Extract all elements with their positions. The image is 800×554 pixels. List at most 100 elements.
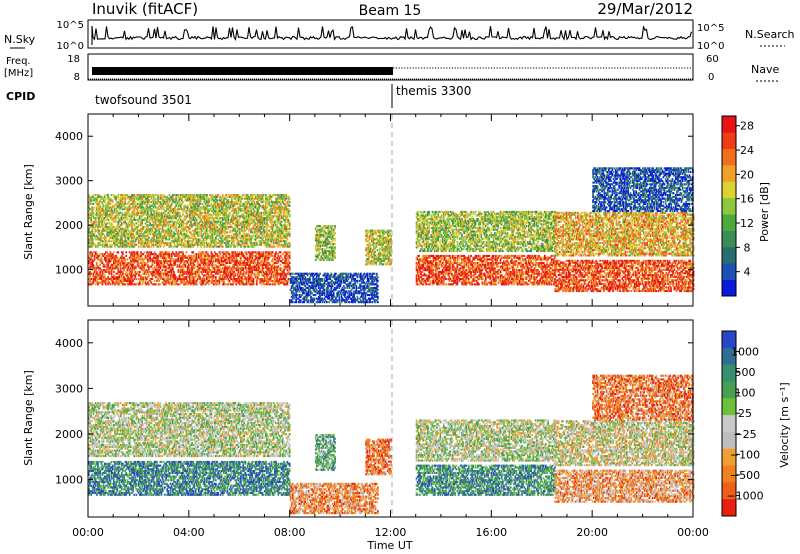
echo-cell [93, 273, 95, 275]
echo-cell [129, 269, 131, 271]
echo-cell [170, 262, 172, 264]
echo-cell [157, 257, 159, 259]
echo-cell [132, 280, 134, 282]
echo-cell [113, 251, 115, 253]
echo-cell [107, 264, 109, 266]
nave-label: Nave [751, 63, 779, 76]
echo-cell [108, 269, 110, 271]
echo-cell [148, 269, 150, 271]
echo-cell [144, 251, 146, 253]
nsearch-tick-bottom: 10^0 [697, 41, 724, 52]
echo-cell [152, 276, 154, 278]
echo-cell [145, 280, 147, 282]
echo-cell [164, 255, 166, 257]
nsky-strip: N.Sky 10^5 10^0 10^5 10^0 N.Search [4, 20, 795, 52]
echo-cell [105, 260, 107, 262]
echo-cell [93, 282, 95, 284]
echo-cell [104, 266, 106, 268]
echo-cell [135, 276, 137, 278]
echo-cell [177, 280, 179, 282]
echo-cell [96, 251, 98, 253]
echo-cell [165, 282, 167, 284]
echo-cell [89, 276, 91, 278]
echo-cell [164, 280, 166, 282]
echo-cell [141, 264, 143, 266]
echo-cell [96, 271, 98, 273]
echo-cell [157, 276, 159, 278]
echo-cell [123, 262, 125, 264]
echo-cell [186, 276, 188, 278]
nsky-tick-top: 10^5 [57, 20, 84, 31]
echo-cell [171, 255, 173, 257]
echo-cell [155, 283, 157, 285]
echo-cell [154, 262, 156, 264]
echo-cell [141, 262, 143, 264]
echo-cell [135, 271, 137, 273]
echo-cell [146, 278, 148, 280]
echo-cell [91, 253, 93, 255]
echo-cell [136, 266, 138, 268]
echo-cell [110, 266, 112, 268]
echo-cell [160, 278, 162, 280]
echo-cell [118, 266, 120, 268]
echo-cell [101, 276, 103, 278]
echo-cell [152, 262, 154, 264]
echo-cell [118, 264, 120, 266]
echo-cell [106, 251, 108, 253]
echo-cell [111, 273, 113, 275]
echo-cell [112, 280, 114, 282]
power-echo-layer [88, 167, 694, 303]
echo-cell [99, 271, 101, 273]
echo-cell [174, 262, 176, 264]
echo-cell [161, 271, 163, 273]
echo-cell [112, 253, 114, 255]
echo-cell [172, 280, 174, 282]
echo-cell [188, 264, 190, 266]
echo-cell [157, 278, 159, 280]
echo-cell [104, 276, 106, 278]
echo-cell [188, 266, 190, 268]
echo-cell [113, 271, 115, 273]
echo-cell [133, 255, 135, 257]
echo-cell [137, 251, 139, 253]
echo-cell [172, 251, 174, 253]
echo-cell [183, 269, 185, 271]
echo-cell [107, 280, 109, 282]
echo-cell [137, 253, 139, 255]
cpid-mode-twofsound: twofsound 3501 [95, 93, 192, 107]
echo-cell [161, 276, 163, 278]
echo-cell [105, 271, 107, 273]
echo-cell [160, 283, 162, 285]
echo-cell [187, 280, 189, 282]
echo-cell [124, 258, 126, 260]
echo-cell [96, 280, 98, 282]
echo-cell [175, 276, 177, 278]
echo-cell [97, 282, 99, 284]
echo-cell [190, 278, 192, 280]
echo-cell [96, 253, 98, 255]
echo-cell [123, 264, 125, 266]
echo-cell [99, 264, 101, 266]
echo-cell [113, 274, 115, 276]
echo-cell [124, 260, 126, 262]
echo-cell [145, 276, 147, 278]
echo-cell [104, 274, 106, 276]
echo-cell [154, 271, 156, 273]
echo-cell [177, 264, 179, 266]
echo-cell [127, 264, 129, 266]
echo-cell [101, 257, 103, 259]
echo-cell [155, 276, 157, 278]
echo-cell [162, 269, 164, 271]
echo-cell [171, 260, 173, 262]
echo-cell [131, 271, 133, 273]
beam-title: Beam 15 [359, 3, 422, 19]
echo-cell [91, 258, 93, 260]
echo-cell [111, 278, 113, 280]
echo-cell [93, 264, 95, 266]
echo-cell [110, 260, 112, 262]
echo-cell [146, 253, 148, 255]
nsearch-tick-top: 10^5 [697, 23, 724, 34]
echo-cell [95, 269, 97, 271]
echo-cell [122, 273, 124, 275]
echo-cell [132, 264, 134, 266]
